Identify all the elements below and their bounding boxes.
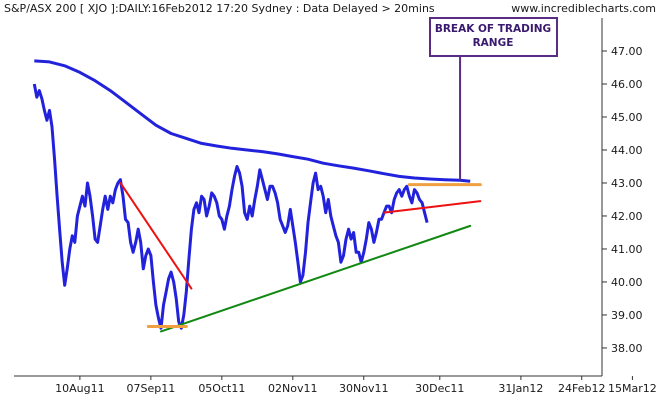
y-tick-label: 47.00 xyxy=(611,45,643,58)
y-tick-label: 45.00 xyxy=(611,111,643,124)
y-tick-label: 42.00 xyxy=(611,210,643,223)
y-tick-label: 46.00 xyxy=(611,78,643,91)
moving-average-line xyxy=(34,59,471,183)
note-line1: BREAK OF TRADING xyxy=(435,23,551,35)
note-line2: RANGE xyxy=(473,37,514,49)
x-tick-label: 30Dec11 xyxy=(415,382,464,395)
x-tick-label: 24Feb12 xyxy=(558,382,605,395)
price-line xyxy=(32,83,429,330)
note-box-frame xyxy=(429,17,558,57)
note-box: BREAK OF TRADING RANGE xyxy=(429,17,558,57)
y-tick-label: 39.00 xyxy=(611,309,643,322)
x-tick-label: 15Mar12 xyxy=(608,382,657,395)
y-tick-label: 41.00 xyxy=(611,243,643,256)
axes: 38.00 39.00 40.00 41.00 42.00 43.00 44.00 45.00… xyxy=(14,18,657,395)
x-tick-label: 10Aug11 xyxy=(55,382,104,395)
annotation-layer xyxy=(119,43,482,333)
x-tick-label: 30Nov11 xyxy=(339,382,388,395)
source-url: www.incrediblecharts.com xyxy=(511,2,656,15)
chart-title: S&P/ASX 200 [ XJO ]:DAILY:16Feb2012 17:2… xyxy=(4,2,435,15)
uptrend-line xyxy=(160,224,472,333)
x-tick-label: 31Jan12 xyxy=(498,382,543,395)
y-tick-label: 43.00 xyxy=(611,177,643,190)
x-tick-label: 02Nov11 xyxy=(268,382,317,395)
y-tick-label: 40.00 xyxy=(611,276,643,289)
moving-average-layer xyxy=(34,59,471,183)
downtrend-line xyxy=(119,181,193,290)
x-tick-label: 05Oct11 xyxy=(198,382,245,395)
y-tick-label: 44.00 xyxy=(611,144,643,157)
channel-top-line xyxy=(383,200,482,214)
x-tick-label: 07Sep11 xyxy=(126,382,175,395)
y-tick-label: 38.00 xyxy=(611,342,643,355)
price-series-layer xyxy=(32,83,429,330)
